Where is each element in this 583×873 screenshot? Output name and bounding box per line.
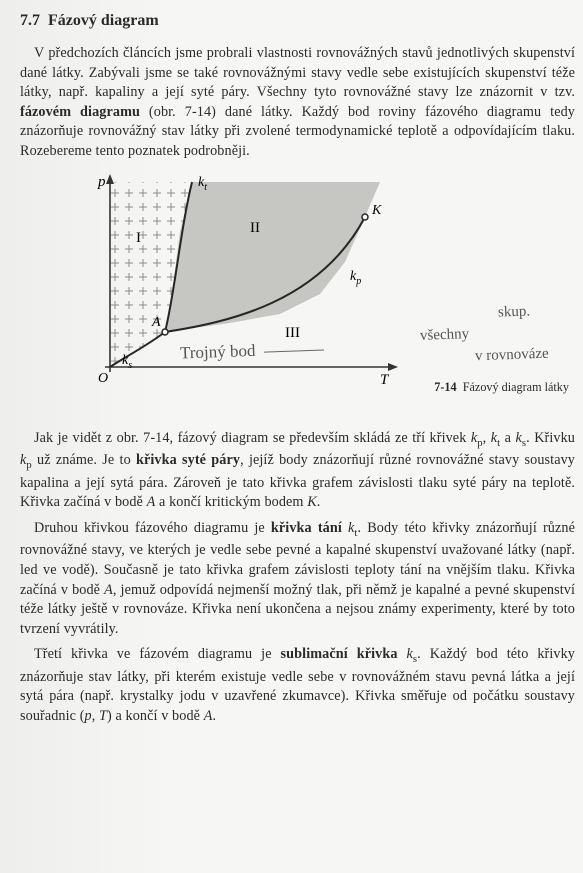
region-3-label: III <box>285 325 300 341</box>
point-a <box>162 329 168 335</box>
figure-number: 7-14 <box>434 380 456 394</box>
label-a: A <box>151 315 161 330</box>
axis-y-arrow <box>106 174 114 184</box>
region-2-fill <box>165 182 380 332</box>
axis-t-label: T <box>380 372 390 388</box>
para2-lead: Jak je vidět z obr. 7-14, fázový diagram… <box>34 430 471 446</box>
figure-caption-text: Fázový diagram látky <box>463 380 569 394</box>
axis-x-arrow <box>388 363 398 371</box>
axis-p-label: p <box>97 174 106 190</box>
figure-7-14: p T O kt kp ks A K I II III Trojný bod v… <box>20 172 575 417</box>
point-k <box>362 214 368 220</box>
paragraph-3: Druhou křivkou fázového diagramu je křiv… <box>20 519 575 640</box>
figure-caption: 7-14 Fázový diagram látky <box>434 380 569 395</box>
label-k: K <box>371 203 382 218</box>
page: 7.7 Fázový diagram V předchozích článcíc… <box>0 0 583 873</box>
label-kp: kp <box>350 269 361 287</box>
section-title: Fázový diagram <box>48 12 159 29</box>
section-heading: 7.7 Fázový diagram <box>20 12 575 30</box>
handwriting-rovnovaze: v rovnováze <box>475 345 549 364</box>
origin-label: O <box>98 371 108 386</box>
handwriting-skup: skup. <box>498 303 531 321</box>
handwriting-vsechny: všechny <box>420 326 470 344</box>
paragraph-1: V předchozích článcích jsme probrali vla… <box>20 44 575 162</box>
paragraph-4: Třetí křivka ve fázovém diagramu je subl… <box>20 645 575 726</box>
region-1-label: I <box>136 230 141 246</box>
label-ks: ks <box>122 353 132 371</box>
region-2-label: II <box>250 220 260 236</box>
paragraph-2: Jak je vidět z obr. 7-14, fázový diagram… <box>20 429 575 513</box>
section-number: 7.7 <box>20 12 40 29</box>
